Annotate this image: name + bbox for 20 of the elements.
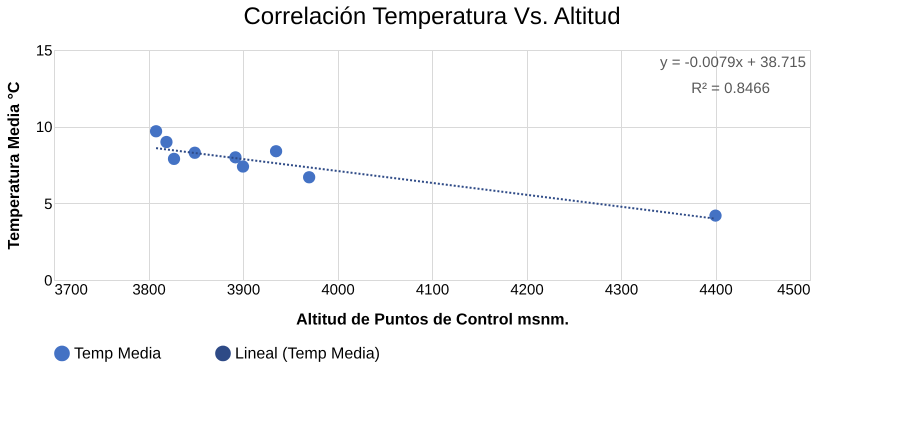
annotation: y = -0.0079x + 38.715 [660,54,806,71]
y-tick-label: 10 [36,119,52,136]
legend-label: Lineal (Temp Media) [235,345,380,362]
x-tick-label: 4000 [321,282,355,298]
x-axis-title: Altitud de Puntos de Control msnm. [296,312,569,328]
x-tick-label: 4500 [777,282,810,298]
x-tick-label: 4300 [604,282,638,298]
y-tick-label: 5 [44,196,52,213]
x-tick-label: 3700 [54,282,88,298]
x-tick-label: 4100 [416,282,450,298]
annotation: R² = 0.8466 [691,80,770,97]
y-tick-label: 15 [36,42,52,60]
y-tick-label: 0 [44,272,52,290]
x-tick-label: 4400 [699,282,733,298]
x-tick-label: 3800 [132,282,166,298]
legend-label: Temp Media [74,345,162,362]
x-tick-label: 4200 [510,282,544,298]
chart-title: Correlación Temperatura Vs. Altitud [243,3,621,30]
y-axis-title: Temperatura Media °C [6,81,23,250]
x-tick-label: 3900 [226,282,260,298]
